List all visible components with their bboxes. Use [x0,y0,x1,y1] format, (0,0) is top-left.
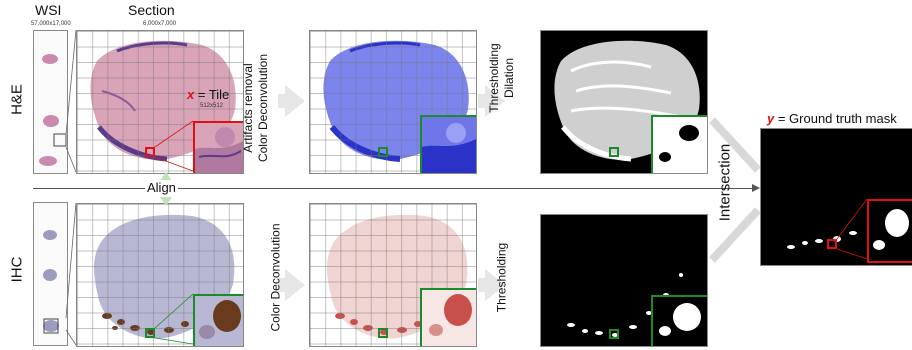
arrow-he-2 [485,85,505,117]
ihc-step1-label: Color Deconvolution [268,223,283,332]
ground-truth-variable: y [767,111,775,126]
align-label: Align [145,180,178,195]
arrow-he-1-body [278,94,286,108]
arrow-ihc-1 [285,269,305,301]
he-step2-line1: Thresholding [487,43,501,113]
tile-label-text: = Tile [194,87,230,102]
he-deconv-tile-marker [378,147,388,157]
ground-truth-label: y = Ground truth mask [767,111,897,126]
tile-label: x = Tile [187,87,229,102]
section-dimensions: 6,000x7,000 [143,21,177,27]
ihc-threshold-tile-marker [609,329,619,339]
ground-truth-text: = Ground truth mask [774,111,897,126]
ihc-tile-inset [193,294,243,346]
ihc-threshold-image [540,214,708,347]
he-threshold-tile-marker [609,147,619,157]
align-double-arrow-top [160,172,172,181]
he-deconvolution-image [309,30,477,174]
intersection-label: Intersection [716,143,734,222]
ihc-deconvolution-image [309,203,477,347]
tile-variable: x [187,87,195,102]
wsi-header: WSI [35,2,62,18]
arrow-he-1 [285,85,305,117]
row-label-he: H&E [8,84,26,115]
row-label-ihc: IHC [8,256,26,283]
ihc-section-image [76,203,244,347]
align-line [33,188,753,189]
tile-dimensions: 512x512 [200,103,224,109]
ground-truth-tile-inset [867,199,912,263]
arrow-he-2-body [478,94,486,108]
he-deconv-tile-inset [420,115,476,173]
arrow-ihc-2-body [478,278,486,292]
ihc-threshold-tile-inset [651,295,707,346]
arrow-ihc-1-body [278,278,286,292]
he-step1-label: Artifacts removal Color Deconvolution [241,48,271,168]
he-step2-line2: Dilation [502,57,516,99]
align-arrowhead [752,184,760,192]
wsi-dimensions: 57,000x17,000 [31,21,71,27]
wsi-he-thumbnail [33,30,68,174]
he-step2-label: Thresholding Dilation [487,33,517,123]
he-step1-line2: Color Deconvolution [256,53,270,163]
intersection-arrows [709,117,761,263]
section-header: Section [128,2,175,18]
ground-truth-mask-image [760,128,912,266]
arrow-ihc-2 [485,269,505,301]
ground-truth-tile-marker [827,239,837,249]
he-step1-line1: Artifacts removal [241,63,255,153]
he-tile-marker [145,147,155,157]
ihc-deconv-tile-marker [378,328,388,338]
he-threshold-image [540,30,708,174]
ihc-step2-label: Thresholding [494,242,509,313]
he-section-image: x = Tile 512x512 [76,30,244,174]
ihc-tile-marker [145,328,155,338]
ihc-deconv-tile-inset [420,288,476,346]
align-double-arrow-bottom [160,197,172,206]
he-threshold-tile-inset [651,115,707,173]
wsi-ihc-thumbnail [33,202,68,346]
he-tile-inset [193,121,243,173]
